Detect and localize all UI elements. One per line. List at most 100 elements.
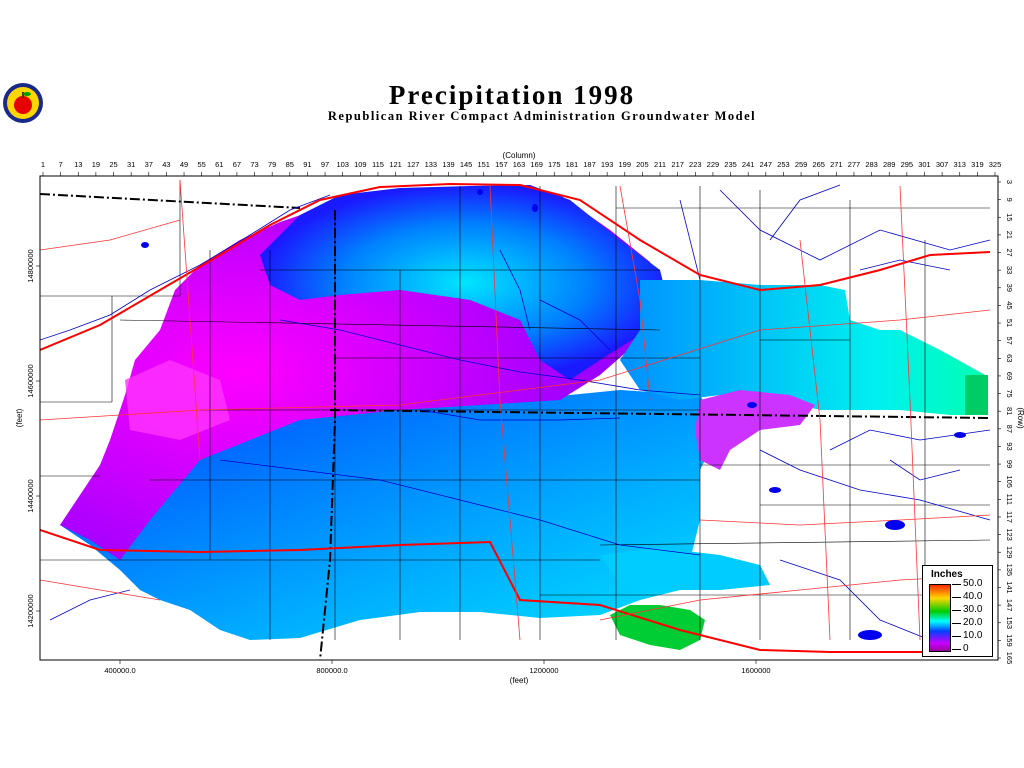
column-tick-label: 181 [566,160,579,169]
legend-label: 20.0 [963,617,983,628]
x-tick-label: 1600000 [741,666,770,675]
rivers [40,184,991,641]
legend-label: 0 [963,643,969,654]
y-tick-label: 14600000 [26,364,35,397]
column-tick-label: 145 [460,160,473,169]
row-tick-label: 129 [1005,546,1014,559]
row-tick-label: 51 [1005,319,1014,327]
west-low-zone [125,360,230,440]
column-tick-label: 85 [286,160,294,169]
row-tick-label: 21 [1005,231,1014,239]
row-tick-label: 39 [1005,284,1014,292]
low-precip-pocket [695,390,815,470]
row-tick-label: 141 [1005,581,1014,594]
x-tick-label: 800000.0 [316,666,347,675]
column-tick-label: 229 [707,160,720,169]
column-tick-label: 109 [354,160,367,169]
column-tick-label: 253 [777,160,790,169]
column-tick-label: 247 [760,160,773,169]
column-tick-label: 169 [530,160,543,169]
x-tick-label: 400000.0 [104,666,135,675]
row-tick-label: 147 [1005,599,1014,612]
column-tick-label: 139 [442,160,455,169]
row-tick-label: 165 [1005,652,1014,665]
model-domain-south [60,390,720,640]
column-tick-label: 283 [865,160,878,169]
column-tick-label: 31 [127,160,135,169]
column-tick-label: 55 [197,160,205,169]
y-tick-label: 14800000 [26,249,35,282]
column-tick-label: 301 [918,160,931,169]
column-tick-label: 37 [145,160,153,169]
column-tick-label: 271 [830,160,843,169]
map-subtitle: Republican River Compact Administration … [327,109,757,123]
column-tick-label: 259 [795,160,808,169]
row-tick-label: 3 [1005,180,1014,184]
column-tick-label: 157 [495,160,508,169]
row-tick-label: 135 [1005,564,1014,577]
column-tick-label: 133 [425,160,438,169]
row-tick-label: 111 [1005,494,1014,505]
x-tick-labels: 400000.0 800000.0 1200000 1600000 [104,660,771,675]
left-axis-title: (feet) [15,408,24,427]
column-tick-label: 277 [848,160,861,169]
column-tick-label: 211 [654,160,666,169]
column-tick-label: 295 [901,160,914,169]
column-tick-label: 79 [268,160,276,169]
column-tick-label: 91 [303,160,311,169]
highways [40,182,991,653]
state-borders [40,193,991,660]
column-tick-label: 235 [724,160,737,169]
column-tick-label: 13 [74,160,82,169]
row-tick-label: 75 [1005,389,1014,397]
model-domain-north [260,185,670,380]
column-tick-label: 19 [92,160,100,169]
model-domain-southeast-band [600,548,770,590]
legend-title: Inches [931,569,963,580]
row-tick-label: 33 [1005,266,1014,274]
column-tick-label: 7 [59,160,63,169]
legend-label: 50.0 [963,578,983,589]
row-tick-label: 27 [1005,248,1014,256]
column-tick-label: 163 [513,160,526,169]
model-domain-east [620,280,988,415]
column-tick-label: 313 [953,160,966,169]
row-tick-label: 117 [1005,511,1014,523]
column-tick-label: 61 [215,160,223,169]
legend: Inches 50.0 40.0 30.0 20.0 10.0 0 [922,565,993,657]
row-tick-label: 153 [1005,616,1014,629]
column-axis-title: (Column) [503,151,536,160]
y-tick-labels: 14800000 14600000 14400000 14200000 [26,249,40,628]
column-tick-label: 265 [812,160,825,169]
column-tick-label: 307 [936,160,949,169]
column-tick-labels: 1 7 13 19 25 31 37 43 49 55 61 67 73 79 85 91 97 103 109 11… [41,160,1001,176]
y-tick-label: 14200000 [26,594,35,627]
column-tick-label: 67 [233,160,241,169]
column-tick-label: 217 [671,160,684,169]
y-tick-label: 14400000 [26,479,35,512]
column-tick-label: 223 [689,160,702,169]
x-tick-label: 1200000 [529,666,558,675]
column-tick-label: 73 [250,160,258,169]
row-tick-label: 123 [1005,528,1014,541]
row-tick-labels: 3915212733394551576369758187939910511111… [998,180,1014,664]
column-tick-label: 199 [619,160,632,169]
row-tick-label: 105 [1005,475,1014,488]
county-grid [40,180,991,640]
column-tick-label: 43 [162,160,170,169]
row-axis-title: (Row) [1016,407,1024,429]
legend-label: 30.0 [963,604,983,615]
reservoirs [141,189,966,640]
column-tick-label: 205 [636,160,649,169]
row-tick-label: 63 [1005,354,1014,362]
row-tick-label: 57 [1005,336,1014,344]
column-tick-label: 151 [477,160,490,169]
row-tick-label: 159 [1005,634,1014,647]
column-tick-label: 175 [548,160,561,169]
column-tick-label: 289 [883,160,896,169]
apple-seal-icon [3,83,43,123]
column-tick-label: 193 [601,160,614,169]
column-tick-label: 1 [41,160,45,169]
column-tick-label: 325 [989,160,1002,169]
